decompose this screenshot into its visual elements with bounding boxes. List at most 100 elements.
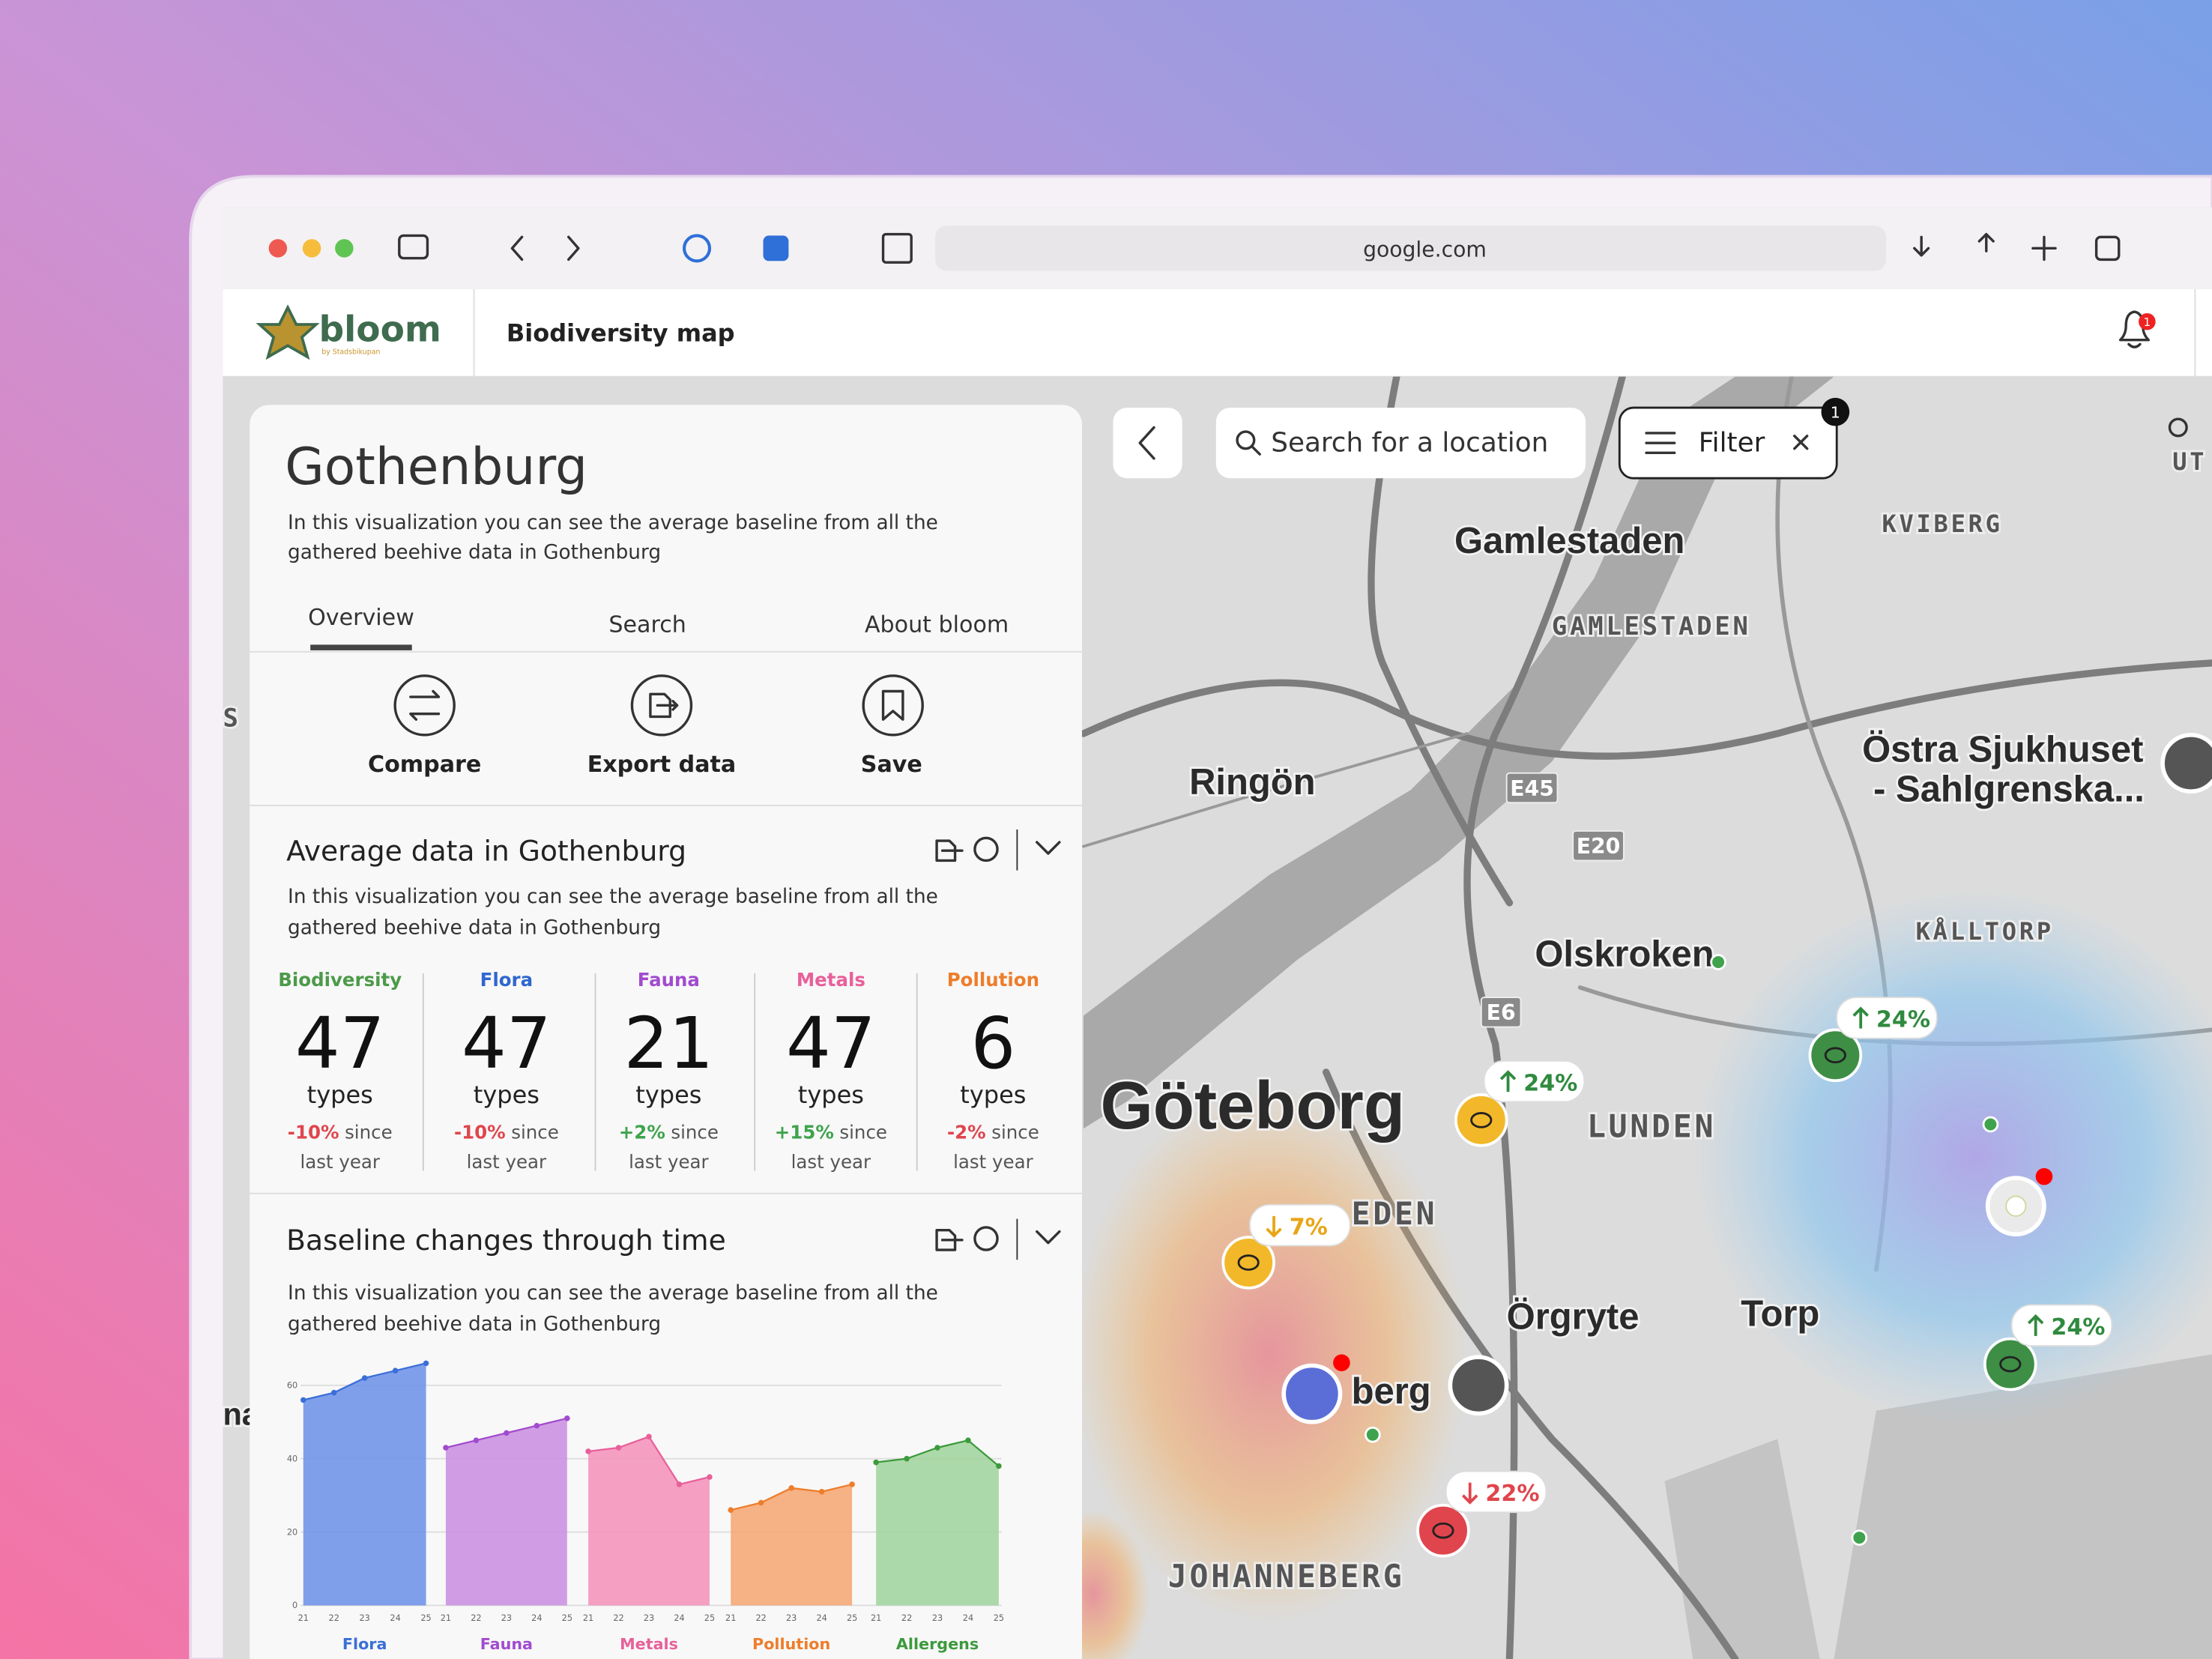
panel-description: gathered beehive data in Gothenburg bbox=[288, 542, 661, 564]
sidebar-icon[interactable] bbox=[398, 234, 429, 260]
x-tick-label: 21 bbox=[441, 1613, 451, 1623]
area bbox=[303, 1363, 426, 1606]
search-placeholder: Search for a location bbox=[1271, 427, 1548, 458]
filter-button[interactable] bbox=[1618, 406, 1838, 480]
area bbox=[731, 1484, 853, 1606]
search-box[interactable] bbox=[1215, 408, 1586, 479]
extension-icon[interactable] bbox=[683, 234, 712, 263]
trend-arrow bbox=[1266, 1215, 1282, 1238]
action-label[interactable]: Save bbox=[861, 752, 922, 778]
action-label[interactable]: Compare bbox=[368, 752, 481, 778]
sensor-dot[interactable] bbox=[1710, 954, 1726, 970]
point bbox=[473, 1437, 480, 1443]
tool-icons[interactable] bbox=[935, 839, 1061, 1251]
extension-icon[interactable] bbox=[763, 235, 789, 262]
point bbox=[934, 1445, 940, 1451]
point bbox=[443, 1445, 449, 1451]
bell-icon[interactable] bbox=[2118, 310, 2150, 348]
search-icon bbox=[1251, 446, 1261, 456]
point bbox=[849, 1481, 855, 1487]
point bbox=[504, 1430, 510, 1436]
compare-icon bbox=[409, 689, 441, 721]
stat-since: since bbox=[839, 1121, 887, 1143]
tab[interactable]: Overview bbox=[308, 605, 414, 631]
action-icon[interactable] bbox=[393, 674, 456, 737]
road-shield bbox=[1505, 772, 1559, 804]
section-description: In this visualization you can see the av… bbox=[288, 886, 938, 908]
photo-marker[interactable] bbox=[1281, 1363, 1343, 1424]
info-icon[interactable] bbox=[973, 1226, 999, 1251]
app-header bbox=[223, 288, 2212, 377]
section-description: gathered beehive data in Gothenburg bbox=[288, 916, 661, 939]
point bbox=[300, 1397, 306, 1403]
stat-change: -2% bbox=[947, 1121, 986, 1143]
action-icon[interactable] bbox=[862, 674, 924, 737]
map-label: Östra Sjukhuset bbox=[1862, 730, 2143, 770]
back-button[interactable] bbox=[1113, 408, 1182, 479]
trend-arrow bbox=[1852, 1006, 1869, 1029]
bee-icon bbox=[1824, 1047, 1846, 1064]
close-button[interactable] bbox=[268, 239, 288, 258]
map-search-icon[interactable] bbox=[2168, 417, 2188, 438]
reader-icon[interactable] bbox=[881, 232, 913, 264]
point bbox=[330, 1389, 337, 1396]
hive-marker[interactable] bbox=[1448, 1355, 1509, 1416]
filter-icon bbox=[1645, 432, 1676, 455]
map-label: Ringön bbox=[1189, 762, 1316, 803]
filter-clear[interactable] bbox=[1793, 435, 1809, 450]
y-tick-label: 40 bbox=[287, 1454, 297, 1463]
point bbox=[758, 1499, 764, 1506]
stat-change-line: -10% since bbox=[288, 1121, 393, 1143]
alert-dot bbox=[2035, 1167, 2053, 1185]
beehive-marker[interactable] bbox=[1983, 1337, 2037, 1391]
map-label: Göteborg bbox=[1100, 1068, 1405, 1143]
tab[interactable]: About bloom bbox=[865, 611, 1009, 638]
beehive-marker[interactable] bbox=[1221, 1236, 1275, 1290]
trend-value: 22% bbox=[1485, 1481, 1539, 1507]
bee-icon bbox=[1432, 1522, 1454, 1539]
x-tick-label: 21 bbox=[298, 1613, 309, 1623]
zoom-button[interactable] bbox=[335, 239, 354, 258]
tab-indicator bbox=[310, 644, 412, 650]
nav-arrows[interactable] bbox=[510, 235, 580, 262]
series-label: Allergens bbox=[896, 1635, 979, 1653]
stat-change: +2% bbox=[619, 1121, 665, 1143]
tabs-icon[interactable] bbox=[2094, 235, 2121, 262]
toolbar-icons[interactable] bbox=[1913, 232, 2057, 262]
x-tick-label: 23 bbox=[932, 1613, 943, 1623]
point bbox=[676, 1481, 683, 1487]
beehive-marker[interactable] bbox=[1808, 1028, 1863, 1082]
x-tick-label: 25 bbox=[994, 1613, 1004, 1623]
series-label: Metals bbox=[620, 1635, 678, 1653]
stat-label: Biodiversity bbox=[278, 969, 402, 991]
bee-icon bbox=[1999, 1356, 2022, 1373]
info-icon[interactable] bbox=[973, 836, 999, 862]
bee-icon bbox=[1237, 1254, 1260, 1271]
beehive-marker[interactable] bbox=[1454, 1093, 1508, 1147]
point bbox=[965, 1437, 971, 1443]
section-description: gathered beehive data in Gothenburg bbox=[288, 1313, 661, 1335]
filter-count-badge bbox=[1821, 397, 1850, 426]
beehive-marker[interactable] bbox=[1416, 1503, 1470, 1558]
hospital-marker[interactable] bbox=[2160, 733, 2212, 794]
sensor-dot[interactable] bbox=[1851, 1529, 1868, 1546]
stat-unit: types bbox=[307, 1081, 373, 1109]
address-bar[interactable] bbox=[935, 226, 1887, 271]
point bbox=[904, 1455, 910, 1462]
action-label[interactable]: Export data bbox=[587, 752, 737, 778]
sensor-dot[interactable] bbox=[1364, 1426, 1381, 1443]
trend-arrow bbox=[1499, 1070, 1517, 1093]
map-label: Torp bbox=[1741, 1294, 1819, 1335]
point bbox=[564, 1415, 570, 1421]
point bbox=[646, 1433, 652, 1440]
x-tick-label: 25 bbox=[847, 1613, 857, 1623]
trend-value: 24% bbox=[1876, 1007, 1930, 1033]
trend-value: 24% bbox=[1523, 1070, 1577, 1096]
minimize-button[interactable] bbox=[302, 239, 321, 258]
action-icon[interactable] bbox=[630, 674, 693, 737]
heat-blue bbox=[1693, 889, 2212, 1425]
tab[interactable]: Search bbox=[608, 611, 686, 638]
sensor-dot[interactable] bbox=[1982, 1116, 1999, 1133]
river bbox=[1083, 376, 1834, 1129]
